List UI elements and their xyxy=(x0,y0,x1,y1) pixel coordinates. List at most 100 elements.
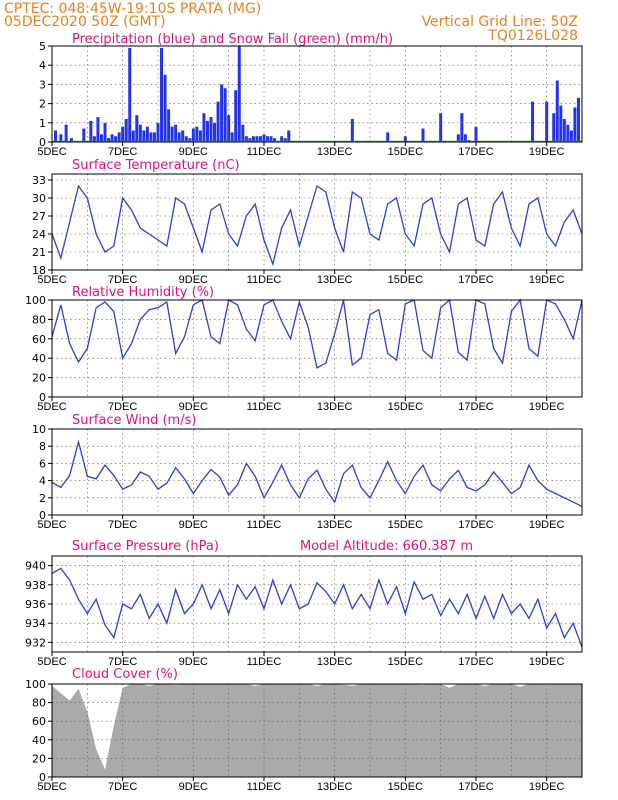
panel-title: Surface Wind (m/s) xyxy=(72,413,196,428)
precip-bar xyxy=(566,124,570,142)
panel-frame xyxy=(51,45,583,143)
y-tick-label: 8 xyxy=(39,440,46,453)
x-tick-label: 11DEC xyxy=(247,401,282,413)
precip-bar xyxy=(170,126,174,142)
precip-bar xyxy=(145,126,149,142)
precip-bar xyxy=(135,115,139,142)
precip-bar xyxy=(213,122,217,142)
x-tick-label: 17DEC xyxy=(458,781,494,793)
precip-bar xyxy=(350,118,354,142)
precip-bar xyxy=(237,46,241,142)
precip-bar xyxy=(545,101,549,142)
precip-bar xyxy=(195,126,199,142)
precip-bar xyxy=(209,117,213,142)
y-tick-label: 0 xyxy=(39,509,46,522)
series-line xyxy=(51,298,583,369)
precip-bar xyxy=(555,80,559,142)
panel-0: Precipitation (blue) and Snow Fall (gree… xyxy=(37,32,583,158)
precip-bar xyxy=(421,128,425,142)
x-tick-label: 9DEC xyxy=(179,146,208,158)
x-tick-label: 5DEC xyxy=(37,781,66,793)
precip-bar xyxy=(96,117,100,142)
x-tick-label: 17DEC xyxy=(458,519,494,531)
x-tick-label: 11DEC xyxy=(247,519,282,531)
x-tick-label: 17DEC xyxy=(458,146,494,158)
y-tick-label: 4 xyxy=(39,475,46,488)
precip-bar xyxy=(386,132,390,142)
precip-bar xyxy=(562,118,566,142)
header-date: 05DEC2020 50Z (GMT) xyxy=(4,14,166,30)
series-line xyxy=(51,184,583,267)
x-tick-label: 7DEC xyxy=(108,146,137,158)
precip-bar xyxy=(152,132,156,142)
precip-bar xyxy=(117,132,121,142)
x-tick-label: 15DEC xyxy=(388,656,424,668)
y-tick-label: 27 xyxy=(32,210,46,223)
y-tick-label: 5 xyxy=(39,40,46,53)
panel-frame xyxy=(51,428,583,516)
precip-bar xyxy=(138,124,142,142)
y-tick-label: 0 xyxy=(39,771,46,784)
header-grid-note: Vertical Grid Line: 50Z xyxy=(422,14,578,30)
y-tick-label: 100 xyxy=(25,678,46,691)
y-tick-label: 18 xyxy=(32,264,46,277)
panel-title: Precipitation (blue) and Snow Fall (gree… xyxy=(72,32,393,47)
panel-frame xyxy=(51,683,583,778)
y-tick-label: 2 xyxy=(39,98,46,111)
panel-frame xyxy=(51,299,583,398)
precip-bar xyxy=(227,115,231,142)
precip-bar xyxy=(177,132,181,142)
precip-bar xyxy=(230,132,234,142)
x-tick-label: 13DEC xyxy=(317,781,353,793)
precip-bar xyxy=(283,138,287,142)
precip-bar xyxy=(244,136,248,142)
precip-bar xyxy=(188,138,192,142)
x-tick-label: 17DEC xyxy=(458,401,494,413)
x-tick-label: 9DEC xyxy=(179,656,208,668)
cloud-area xyxy=(52,684,582,777)
series-line xyxy=(51,439,583,507)
precip-bar xyxy=(273,138,277,142)
precip-bar xyxy=(174,124,178,142)
precip-bar xyxy=(251,136,255,142)
y-tick-label: 80 xyxy=(32,313,46,326)
precip-bar xyxy=(460,113,464,142)
precip-bar xyxy=(181,130,185,142)
precip-bar xyxy=(456,134,460,142)
x-tick-label: 5DEC xyxy=(37,274,66,286)
precip-bar xyxy=(131,130,135,142)
precip-bar xyxy=(223,88,227,142)
x-tick-label: 7DEC xyxy=(108,656,137,668)
precip-bar xyxy=(92,136,96,142)
x-tick-label: 15DEC xyxy=(388,401,424,413)
precip-bar xyxy=(220,84,224,142)
x-tick-label: 7DEC xyxy=(108,519,137,531)
y-tick-label: 80 xyxy=(32,697,46,710)
x-tick-label: 9DEC xyxy=(179,274,208,286)
precip-bar xyxy=(124,118,128,142)
precip-bar xyxy=(59,134,63,142)
y-tick-label: 30 xyxy=(32,192,46,205)
y-tick-label: 938 xyxy=(25,579,46,592)
x-tick-label: 19DEC xyxy=(529,401,565,413)
precip-bar xyxy=(573,107,577,142)
y-tick-label: 100 xyxy=(25,294,46,307)
precip-bar xyxy=(269,136,273,142)
precip-bar xyxy=(280,136,284,142)
precip-bar xyxy=(99,134,103,142)
x-tick-label: 19DEC xyxy=(529,274,565,286)
precip-bar xyxy=(163,74,167,142)
y-tick-label: 20 xyxy=(32,752,46,765)
y-tick-label: 60 xyxy=(32,715,46,728)
x-tick-label: 15DEC xyxy=(388,781,424,793)
y-tick-label: 2 xyxy=(39,492,46,505)
precip-bar xyxy=(184,136,188,142)
x-tick-label: 5DEC xyxy=(37,146,66,158)
y-tick-label: 40 xyxy=(32,352,46,365)
panel-title: Relative Humidity (%) xyxy=(72,285,214,300)
y-tick-label: 24 xyxy=(32,228,46,241)
precip-bar xyxy=(569,130,573,142)
x-tick-label: 13DEC xyxy=(317,146,353,158)
x-tick-label: 11DEC xyxy=(247,146,282,158)
panel-3: Surface Wind (m/s) 0 2 4 6 8 10 5DEC 7DEC 9DEC 11D… xyxy=(32,413,583,531)
